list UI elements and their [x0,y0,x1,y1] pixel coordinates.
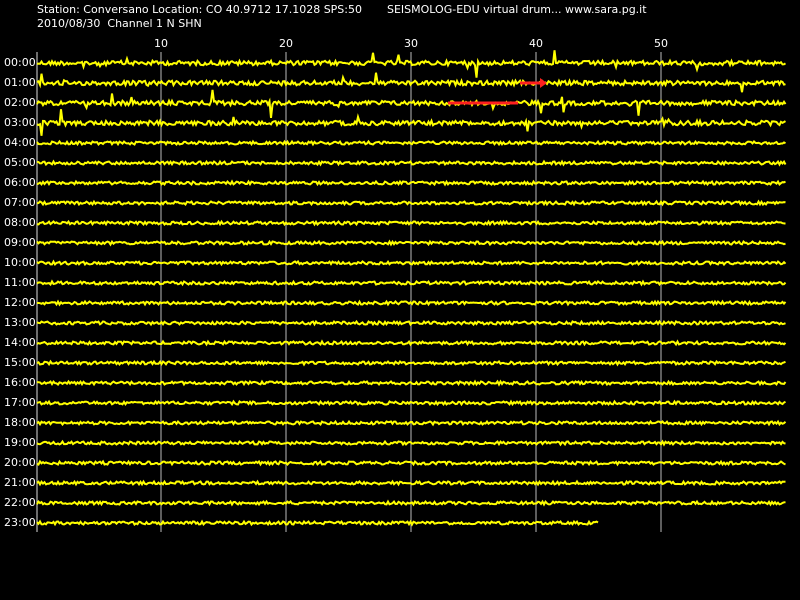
trace [36,72,786,93]
hour-label: 06:00 [4,176,36,189]
trace [36,109,787,136]
trace [36,219,786,227]
hour-label: 16:00 [4,376,36,389]
hour-label: 15:00 [4,356,36,369]
station-info: Station: Conversano Location: CO 40.9712… [37,3,362,16]
hour-label: 04:00 [4,136,36,149]
hour-label: 17:00 [4,396,36,409]
trace [36,499,786,507]
event-arrow [540,78,547,88]
hour-label: 19:00 [4,436,36,449]
trace [36,239,786,247]
grid [160,52,662,532]
trace [36,359,786,367]
trace [36,139,787,147]
trace [36,279,787,287]
minute-tick-label: 20 [279,37,293,50]
hour-label: 13:00 [4,316,36,329]
trace [36,199,786,207]
trace [36,519,599,527]
hour-label: 03:00 [4,116,36,129]
trace [36,439,786,447]
trace [36,50,787,78]
hour-label: 11:00 [4,276,36,289]
labels: 10 20 30 40 50 00:00 01:00 02:00 03:00 04:00 05:00… [4,37,668,529]
minute-tick-label: 30 [404,37,418,50]
traces [36,50,787,527]
trace [36,179,786,187]
trace [36,399,786,407]
hour-label: 09:00 [4,236,36,249]
hour-label: 22:00 [4,496,36,509]
hour-label: 12:00 [4,296,36,309]
program-info: SEISMOLOG-EDU virtual drum... www.sara.p… [387,3,647,16]
trace [36,479,786,487]
trace [36,379,787,387]
hour-label: 08:00 [4,216,36,229]
trace [36,159,787,167]
trace [36,299,787,307]
trace [36,89,787,119]
hour-label: 00:00 [4,56,36,69]
hour-label: 10:00 [4,256,36,269]
minute-tick-label: 10 [154,37,168,50]
hour-label: 05:00 [4,156,36,169]
trace [36,319,786,327]
hour-label: 21:00 [4,476,36,489]
trace [36,339,787,347]
minute-tick-label: 50 [654,37,668,50]
trace [36,259,787,267]
hour-label: 07:00 [4,196,36,209]
hour-label: 02:00 [4,96,36,109]
minute-tick-label: 40 [529,37,543,50]
trace [36,459,786,467]
hour-label: 18:00 [4,416,36,429]
hour-label: 01:00 [4,76,36,89]
hour-label: 23:00 [4,516,36,529]
hour-label: 20:00 [4,456,36,469]
date-channel: 2010/08/30 Channel 1 N SHN [37,17,202,30]
hour-label: 14:00 [4,336,36,349]
trace [36,419,787,427]
